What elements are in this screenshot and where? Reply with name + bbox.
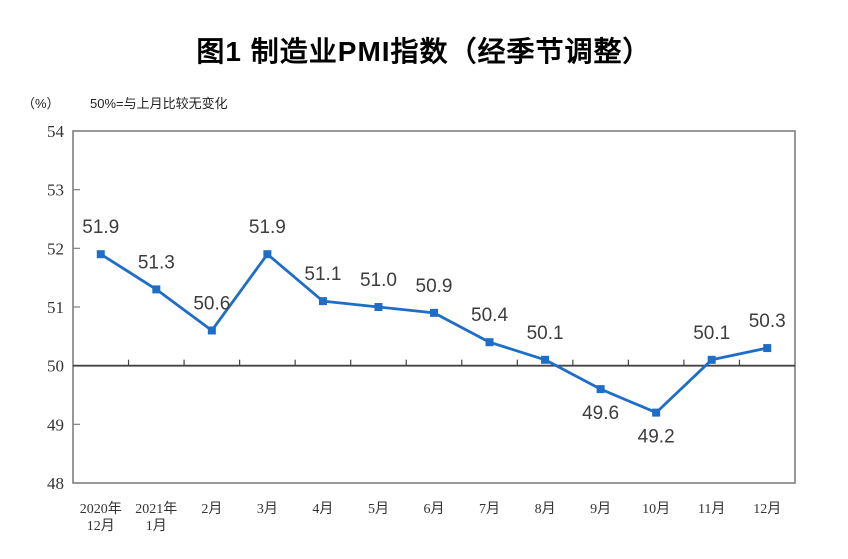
svg-text:51.0: 51.0 [360, 270, 397, 291]
svg-text:52: 52 [47, 239, 64, 258]
svg-text:11月: 11月 [698, 501, 725, 517]
svg-text:49.6: 49.6 [582, 403, 619, 424]
svg-text:53: 53 [47, 181, 64, 200]
svg-text:51.1: 51.1 [304, 264, 341, 285]
svg-text:50.1: 50.1 [527, 323, 564, 344]
svg-text:12月: 12月 [753, 501, 781, 517]
y-axis-unit-label: （%） [22, 96, 60, 111]
svg-text:8月: 8月 [535, 501, 556, 517]
svg-text:1月: 1月 [146, 518, 167, 534]
chart-title: 图1 制造业PMI指数（经季节调整） [196, 36, 652, 67]
svg-text:4月: 4月 [312, 501, 333, 517]
svg-text:48: 48 [47, 474, 64, 493]
svg-text:49: 49 [47, 415, 64, 434]
svg-text:7月: 7月 [479, 501, 500, 517]
svg-text:49.2: 49.2 [638, 427, 675, 448]
svg-text:12月: 12月 [87, 518, 115, 534]
svg-text:2020年: 2020年 [80, 501, 122, 517]
svg-text:50.1: 50.1 [693, 323, 730, 344]
svg-text:2021年: 2021年 [135, 501, 177, 517]
svg-text:51.3: 51.3 [138, 252, 175, 273]
svg-text:50.9: 50.9 [416, 276, 453, 297]
svg-text:50: 50 [47, 357, 64, 376]
svg-text:51.9: 51.9 [82, 217, 119, 238]
svg-text:3月: 3月 [257, 501, 278, 517]
svg-text:51: 51 [47, 298, 64, 317]
svg-text:6月: 6月 [424, 501, 445, 517]
svg-text:50.6: 50.6 [193, 293, 230, 314]
svg-text:54: 54 [47, 122, 65, 141]
svg-text:50.4: 50.4 [471, 305, 508, 326]
reference-note: 50%=与上月比较无变化 [90, 96, 228, 111]
svg-text:9月: 9月 [590, 501, 611, 517]
svg-text:51.9: 51.9 [249, 217, 286, 238]
svg-text:10月: 10月 [642, 501, 670, 517]
svg-text:5月: 5月 [368, 501, 389, 517]
svg-text:50.3: 50.3 [749, 311, 786, 332]
svg-text:2月: 2月 [201, 501, 222, 517]
